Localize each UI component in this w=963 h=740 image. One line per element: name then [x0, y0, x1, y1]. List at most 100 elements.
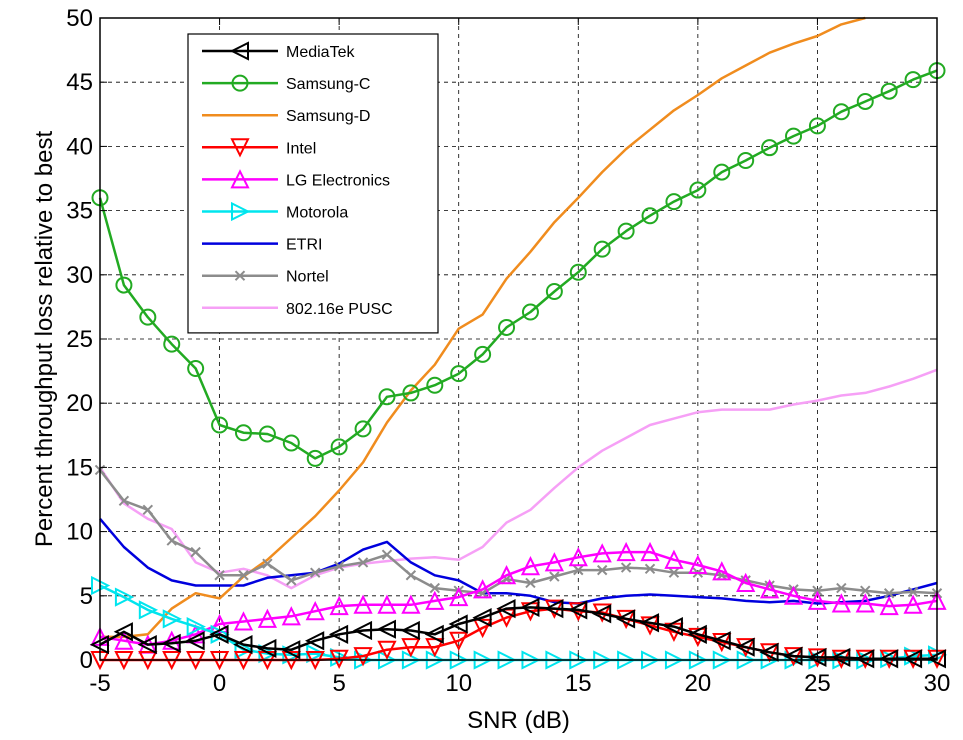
data-point: [640, 541, 660, 562]
data-point: [544, 552, 564, 572]
data-point: [520, 597, 540, 617]
x-tick-label: 25: [804, 670, 831, 697]
data-point: [473, 618, 493, 639]
data-point-stroke: [549, 571, 560, 582]
series-line: [99, 469, 938, 595]
data-point: [401, 594, 421, 614]
data-point: [880, 82, 898, 100]
data-point-stroke: [142, 504, 154, 515]
y-tick-label: 45: [66, 69, 93, 96]
data-point: [429, 582, 441, 594]
data-point: [644, 563, 656, 575]
data-point: [568, 600, 588, 620]
legend-entry: Nortel: [202, 269, 329, 286]
data-point: [808, 117, 826, 135]
legend-marker: [230, 138, 250, 158]
data-point: [400, 620, 420, 641]
y-tick-label: 5: [80, 583, 93, 610]
series-line: [100, 16, 866, 639]
data-point: [211, 416, 229, 434]
y-tick-label: 25: [66, 326, 93, 353]
data-point-stroke: [620, 562, 632, 573]
data-point: [521, 303, 539, 321]
data-point: [214, 570, 225, 581]
data-point: [665, 193, 683, 211]
series-5: [90, 541, 947, 654]
legend-entry: Motorola: [202, 201, 348, 222]
data-point: [114, 630, 134, 650]
data-point: [735, 637, 755, 657]
data-point: [330, 438, 348, 456]
data-point: [281, 606, 301, 626]
data-point: [142, 504, 154, 515]
x-tick-label: 15: [565, 670, 592, 697]
legend-label: MediaTek: [286, 44, 355, 61]
legend-label: Nortel: [286, 269, 329, 286]
data-point: [257, 638, 277, 659]
y-tick-label: 30: [66, 262, 93, 289]
data-point: [190, 546, 201, 558]
x-tick-label: 30: [924, 670, 951, 697]
data-point: [304, 631, 325, 651]
data-point: [448, 614, 468, 634]
data-point: [783, 585, 804, 605]
data-point: [641, 207, 659, 225]
data-point: [615, 609, 636, 629]
data-point: [617, 222, 635, 240]
data-point: [639, 613, 660, 633]
data-point: [498, 318, 516, 336]
data-point-stroke: [907, 586, 919, 598]
data-point: [161, 633, 181, 653]
data-point: [807, 590, 828, 610]
data-point-stroke: [118, 495, 130, 506]
legend-marker: [231, 201, 251, 222]
legend-marker: [234, 270, 246, 281]
data-point: [281, 640, 301, 660]
series-3: [100, 16, 866, 639]
data-point: [737, 152, 755, 170]
data-point: [907, 586, 919, 598]
data-point-stroke: [333, 561, 345, 572]
data-point-stroke: [860, 585, 871, 596]
legend-entry: Samsung-C: [202, 74, 370, 93]
data-point: [855, 649, 875, 669]
data-point: [209, 624, 229, 644]
grid: [100, 18, 937, 660]
data-point: [883, 588, 895, 599]
data-point: [138, 600, 159, 620]
data-point-stroke: [310, 567, 321, 578]
data-point: [812, 585, 823, 596]
data-point: [377, 640, 397, 660]
legend-marker: [229, 41, 249, 61]
legend-entry: MediaTek: [202, 41, 355, 61]
data-point: [592, 543, 612, 563]
data-point-stroke: [573, 564, 584, 576]
x-axis-label: SNR (dB): [467, 707, 570, 734]
y-tick-label: 50: [66, 5, 93, 32]
y-tick-label: 40: [66, 133, 93, 160]
data-point: [759, 579, 780, 599]
data-point: [472, 608, 492, 628]
data-point: [616, 541, 636, 562]
data-point: [139, 308, 157, 326]
data-point: [785, 127, 803, 145]
data-point-stroke: [238, 570, 249, 581]
series-line: [98, 368, 938, 590]
data-point: [689, 181, 707, 199]
data-point: [831, 647, 851, 668]
data-point: [904, 71, 922, 89]
legend: MediaTek Samsung-C Samsung-D Intel LG Electr…: [187, 33, 439, 334]
data-point: [310, 567, 321, 578]
data-point-stroke: [525, 577, 536, 589]
data-point: [286, 575, 297, 586]
data-point-stroke: [883, 588, 895, 599]
data-point: [473, 579, 493, 599]
data-point-stroke: [596, 564, 608, 576]
data-point: [496, 599, 516, 619]
legend-entry: LG Electronics: [202, 169, 390, 189]
data-point: [328, 624, 349, 644]
x-tick-label: -5: [89, 670, 110, 697]
data-point: [115, 276, 133, 294]
data-point-stroke: [262, 558, 273, 569]
data-point: [426, 376, 444, 394]
